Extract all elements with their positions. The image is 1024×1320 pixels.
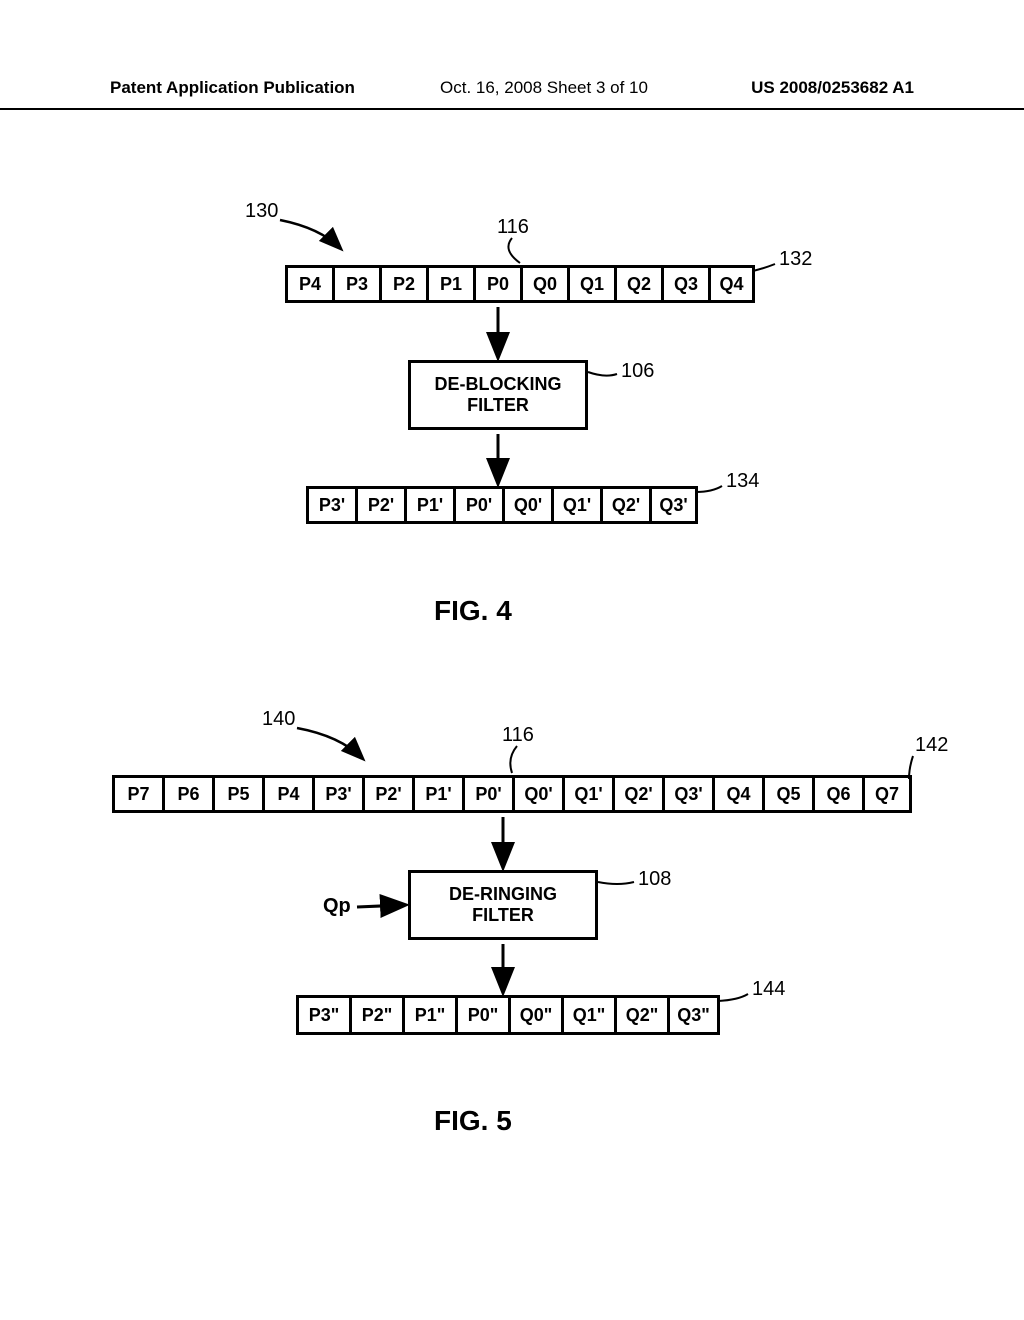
qp-label: Qp [323, 895, 351, 918]
page: Patent Application Publication Oct. 16, … [0, 0, 1024, 1320]
pixel-cell: Q0' [512, 775, 562, 813]
pixel-cell: Q3 [661, 265, 708, 303]
pixel-cell: P3' [312, 775, 362, 813]
pixel-cell: Q1 [567, 265, 614, 303]
fig4-label: FIG. 4 [434, 595, 512, 627]
ref-140: 140 [262, 708, 295, 731]
pixel-cell: P4 [262, 775, 312, 813]
filter-line1: DE-BLOCKING [435, 374, 562, 395]
pixel-cell: P0 [473, 265, 520, 303]
pixel-cell: Q2" [614, 995, 667, 1035]
pixel-cell: Q4 [712, 775, 762, 813]
ref-132: 132 [779, 248, 812, 271]
deblocking-filter-box: DE-BLOCKING FILTER [408, 360, 588, 430]
pixel-cell: P3 [332, 265, 379, 303]
pixel-cell: Q2 [614, 265, 661, 303]
pixel-cell: P2' [355, 486, 404, 524]
ref-134: 134 [726, 470, 759, 493]
pixel-cell: P1' [404, 486, 453, 524]
ref-108: 108 [638, 868, 671, 891]
pixel-cell: Q7 [862, 775, 912, 813]
pixel-cell: Q5 [762, 775, 812, 813]
header-mid: Oct. 16, 2008 Sheet 3 of 10 [440, 78, 648, 98]
pixel-cell: P5 [212, 775, 262, 813]
pixel-cell: P7 [112, 775, 162, 813]
ref-144: 144 [752, 978, 785, 1001]
pixel-cell: P2 [379, 265, 426, 303]
pixel-cell: Q3' [649, 486, 698, 524]
pixel-cell: P0" [455, 995, 508, 1035]
filter-line2: FILTER [467, 395, 529, 416]
pixel-cell: Q2' [600, 486, 649, 524]
ref-142: 142 [915, 734, 948, 757]
pixel-cell: P1 [426, 265, 473, 303]
pixel-cell: Q1" [561, 995, 614, 1035]
pixel-cell: P1' [412, 775, 462, 813]
header-left: Patent Application Publication [110, 78, 355, 98]
fig4-output-row: P3'P2'P1'P0'Q0'Q1'Q2'Q3' [306, 486, 698, 524]
deringing-filter-box: DE-RINGING FILTER [408, 870, 598, 940]
fig5-output-row: P3"P2"P1"P0"Q0"Q1"Q2"Q3" [296, 995, 720, 1035]
fig4-input-row: P4P3P2P1P0Q0Q1Q2Q3Q4 [285, 265, 755, 303]
page-header: Patent Application Publication Oct. 16, … [0, 78, 1024, 110]
fig5-input-row: P7P6P5P4P3'P2'P1'P0'Q0'Q1'Q2'Q3'Q4Q5Q6Q7 [112, 775, 912, 813]
pixel-cell: P3" [296, 995, 349, 1035]
pixel-cell: P1" [402, 995, 455, 1035]
pixel-cell: Q6 [812, 775, 862, 813]
pixel-cell: P4 [285, 265, 332, 303]
pixel-cell: Q3" [667, 995, 720, 1035]
pixel-cell: Q1' [551, 486, 600, 524]
pixel-cell: P3' [306, 486, 355, 524]
pixel-cell: Q3' [662, 775, 712, 813]
ref-106: 106 [621, 360, 654, 383]
pixel-cell: P0' [453, 486, 502, 524]
pixel-cell: Q0' [502, 486, 551, 524]
header-right: US 2008/0253682 A1 [751, 78, 914, 98]
pixel-cell: Q0" [508, 995, 561, 1035]
pixel-cell: Q4 [708, 265, 755, 303]
pixel-cell: Q2' [612, 775, 662, 813]
pixel-cell: Q0 [520, 265, 567, 303]
svg-overlay [0, 0, 1024, 1320]
pixel-cell: P2" [349, 995, 402, 1035]
pixel-cell: P6 [162, 775, 212, 813]
filter-line2: FILTER [472, 905, 534, 926]
pixel-cell: P2' [362, 775, 412, 813]
fig5-label: FIG. 5 [434, 1105, 512, 1137]
pixel-cell: P0' [462, 775, 512, 813]
filter-line1: DE-RINGING [449, 884, 557, 905]
ref-116: 116 [497, 216, 529, 239]
ref-130: 130 [245, 200, 278, 223]
pixel-cell: Q1' [562, 775, 612, 813]
ref-116b: 116 [502, 724, 534, 747]
